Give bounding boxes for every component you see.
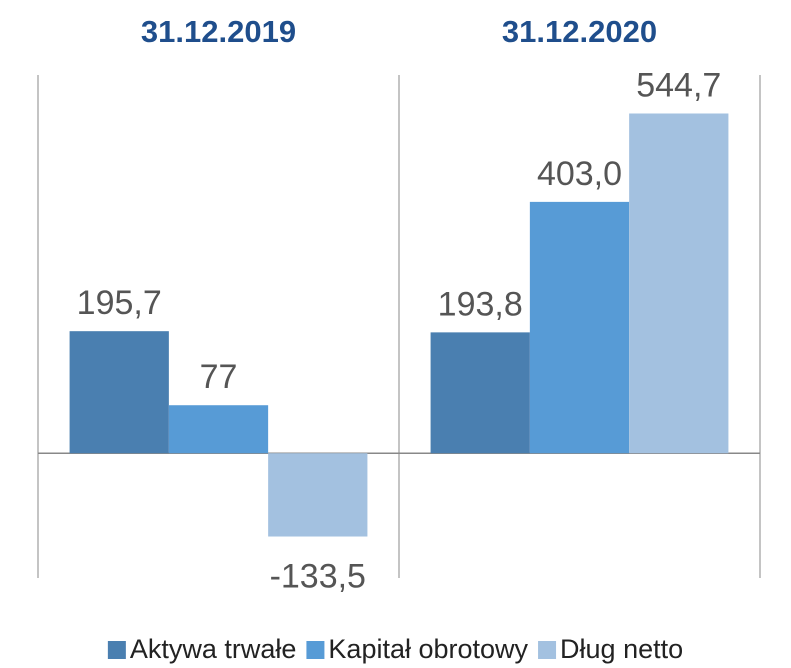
bar — [629, 113, 729, 454]
category-label: 31.12.2019 — [141, 14, 296, 49]
bar — [69, 331, 169, 454]
legend-label: Aktywa trwałe — [130, 634, 297, 664]
value-label: -133,5 — [270, 558, 366, 596]
bar — [268, 453, 368, 537]
value-label: 544,7 — [636, 66, 721, 104]
bar — [529, 201, 630, 454]
value-label: 77 — [200, 358, 238, 396]
bar — [430, 332, 530, 454]
legend-swatch — [306, 641, 325, 659]
value-label: 403,0 — [537, 155, 622, 193]
value-label: 193,8 — [438, 285, 523, 323]
category-label: 31.12.2020 — [502, 14, 657, 49]
legend-label: Kapitał obrotowy — [328, 634, 528, 664]
legend-label: Dług netto — [560, 634, 683, 664]
bar — [168, 405, 269, 454]
legend-swatch — [107, 641, 126, 659]
legend-swatch — [538, 641, 557, 659]
value-label: 195,7 — [77, 284, 162, 322]
